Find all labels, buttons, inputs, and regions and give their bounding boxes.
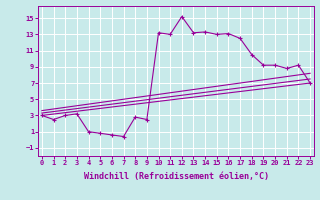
X-axis label: Windchill (Refroidissement éolien,°C): Windchill (Refroidissement éolien,°C): [84, 172, 268, 181]
